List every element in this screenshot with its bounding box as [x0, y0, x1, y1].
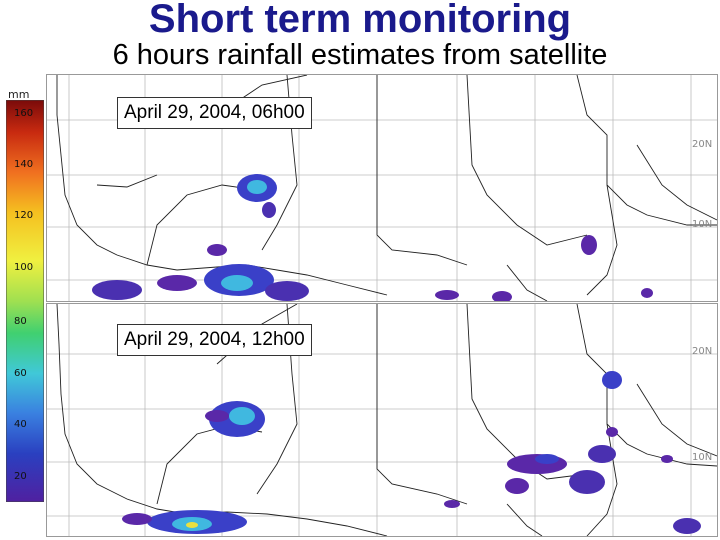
rainfall-cells-1 — [92, 174, 653, 301]
legend-tick-100: 100 — [14, 262, 34, 273]
legend-tick-120: 120 — [14, 210, 34, 221]
legend-tick-140: 140 — [14, 159, 34, 170]
legend-tick-80: 80 — [14, 316, 27, 327]
rainfall-map-panel-2: April 29, 2004, 12h00 20N 10N — [46, 303, 718, 537]
map-graticule-2 — [47, 304, 717, 536]
lat-label-1-bottom: 10N — [692, 219, 713, 230]
legend-unit: mm — [8, 88, 30, 101]
map-graticule-1 — [47, 75, 717, 301]
page-title: Short term monitoring — [148, 0, 572, 41]
page-subtitle: 6 hours rainfall estimates from satellit… — [112, 39, 608, 71]
lat-label-2-top: 20N — [692, 346, 713, 357]
legend-tick-60: 60 — [14, 368, 27, 379]
rainfall-cells-2 — [122, 371, 701, 534]
legend-tick-40: 40 — [14, 419, 27, 430]
rainfall-map-panel-1: April 29, 2004, 06h00 20N 10N — [46, 74, 718, 302]
date-label-1: April 29, 2004, 06h00 — [117, 97, 312, 129]
lat-label-1-top: 20N — [692, 139, 713, 150]
legend-tick-160: 160 — [14, 108, 34, 119]
date-label-2: April 29, 2004, 12h00 — [117, 324, 312, 356]
rainfall-colorbar — [6, 100, 44, 502]
lat-label-2-bottom: 10N — [692, 452, 713, 463]
legend-tick-20: 20 — [14, 471, 27, 482]
